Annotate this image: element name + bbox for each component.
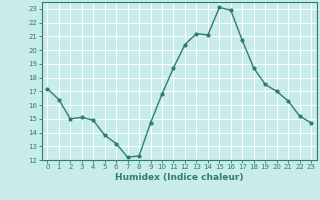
X-axis label: Humidex (Indice chaleur): Humidex (Indice chaleur) — [115, 173, 244, 182]
